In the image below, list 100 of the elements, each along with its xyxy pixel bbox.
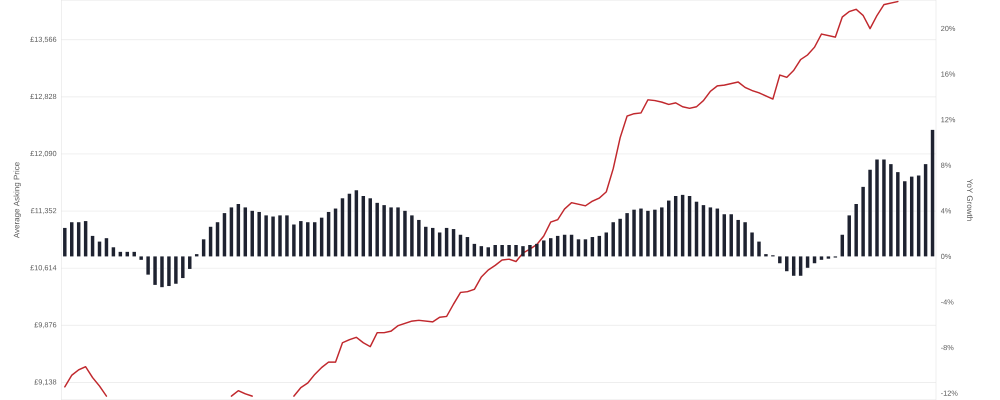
bar — [188, 256, 192, 269]
bar — [389, 207, 393, 256]
bar — [736, 220, 740, 256]
bar — [452, 229, 456, 256]
bar — [208, 226, 212, 256]
bar — [562, 234, 566, 256]
bar — [334, 208, 338, 256]
bar — [326, 212, 330, 256]
bar — [611, 222, 615, 256]
bar — [639, 208, 643, 256]
bar — [417, 220, 421, 256]
bar — [542, 240, 546, 256]
bar — [604, 232, 608, 256]
bar — [854, 204, 858, 256]
bar — [584, 239, 588, 256]
bar — [750, 232, 754, 256]
bar — [424, 226, 428, 256]
bar — [653, 210, 657, 256]
bar — [840, 234, 844, 256]
bar — [222, 213, 226, 256]
bar — [430, 228, 434, 256]
bar — [410, 215, 414, 256]
bar — [236, 204, 240, 256]
bar — [438, 232, 442, 256]
bar — [514, 245, 518, 256]
bar — [743, 222, 747, 256]
bar — [590, 237, 594, 256]
bar — [798, 256, 802, 276]
bar — [250, 210, 254, 256]
bar — [688, 196, 692, 256]
bar — [598, 236, 602, 256]
bar — [472, 244, 476, 256]
bar — [146, 256, 150, 275]
bar — [139, 256, 143, 260]
bar — [625, 213, 629, 256]
bar — [916, 175, 920, 256]
bar — [535, 244, 539, 256]
bar — [910, 176, 914, 256]
bar — [882, 160, 886, 256]
bar — [480, 246, 484, 256]
bar — [348, 194, 352, 256]
bar — [570, 234, 574, 256]
bar — [708, 207, 712, 256]
bar — [680, 194, 684, 256]
bar — [375, 202, 379, 256]
bar — [674, 196, 678, 256]
bar — [181, 256, 185, 278]
bar — [507, 245, 511, 256]
bar — [924, 164, 928, 256]
bar — [362, 196, 366, 256]
bar — [90, 236, 94, 256]
line-series — [64, 366, 108, 397]
bar — [264, 215, 268, 256]
bar — [896, 172, 900, 256]
bar — [847, 215, 851, 256]
bar — [632, 210, 636, 256]
bar — [521, 246, 525, 256]
bar — [292, 224, 296, 256]
bar — [202, 239, 206, 256]
bar — [126, 252, 130, 256]
bar — [660, 207, 664, 256]
bar — [646, 210, 650, 256]
bar — [382, 205, 386, 256]
bar — [702, 205, 706, 256]
bar — [667, 200, 670, 256]
bar — [486, 247, 490, 256]
bar — [493, 245, 497, 256]
bar — [230, 207, 234, 256]
bar — [868, 170, 872, 256]
bar — [354, 190, 358, 256]
bar — [444, 228, 448, 256]
bar — [271, 216, 275, 256]
bar — [153, 256, 157, 285]
bar — [174, 256, 178, 284]
y-axis-title: Average Asking Price — [13, 162, 21, 238]
bar — [340, 198, 344, 256]
bar — [76, 222, 80, 256]
bar — [118, 252, 122, 256]
bar — [618, 218, 622, 256]
bar — [722, 214, 726, 256]
bar — [299, 221, 303, 256]
bar — [812, 256, 816, 264]
bar — [778, 256, 782, 264]
bar — [792, 256, 796, 276]
bar — [889, 164, 893, 256]
bar — [716, 208, 720, 256]
bar — [104, 238, 108, 256]
bar — [500, 245, 504, 256]
bar — [466, 237, 470, 256]
bar — [903, 181, 907, 256]
bar — [528, 245, 532, 256]
bar — [368, 198, 372, 256]
bar — [785, 256, 788, 272]
bar — [548, 238, 552, 256]
bar — [112, 247, 116, 256]
bar — [820, 256, 824, 260]
bar — [320, 218, 324, 256]
bar — [403, 210, 407, 256]
bar — [306, 222, 310, 256]
bar — [216, 222, 220, 256]
